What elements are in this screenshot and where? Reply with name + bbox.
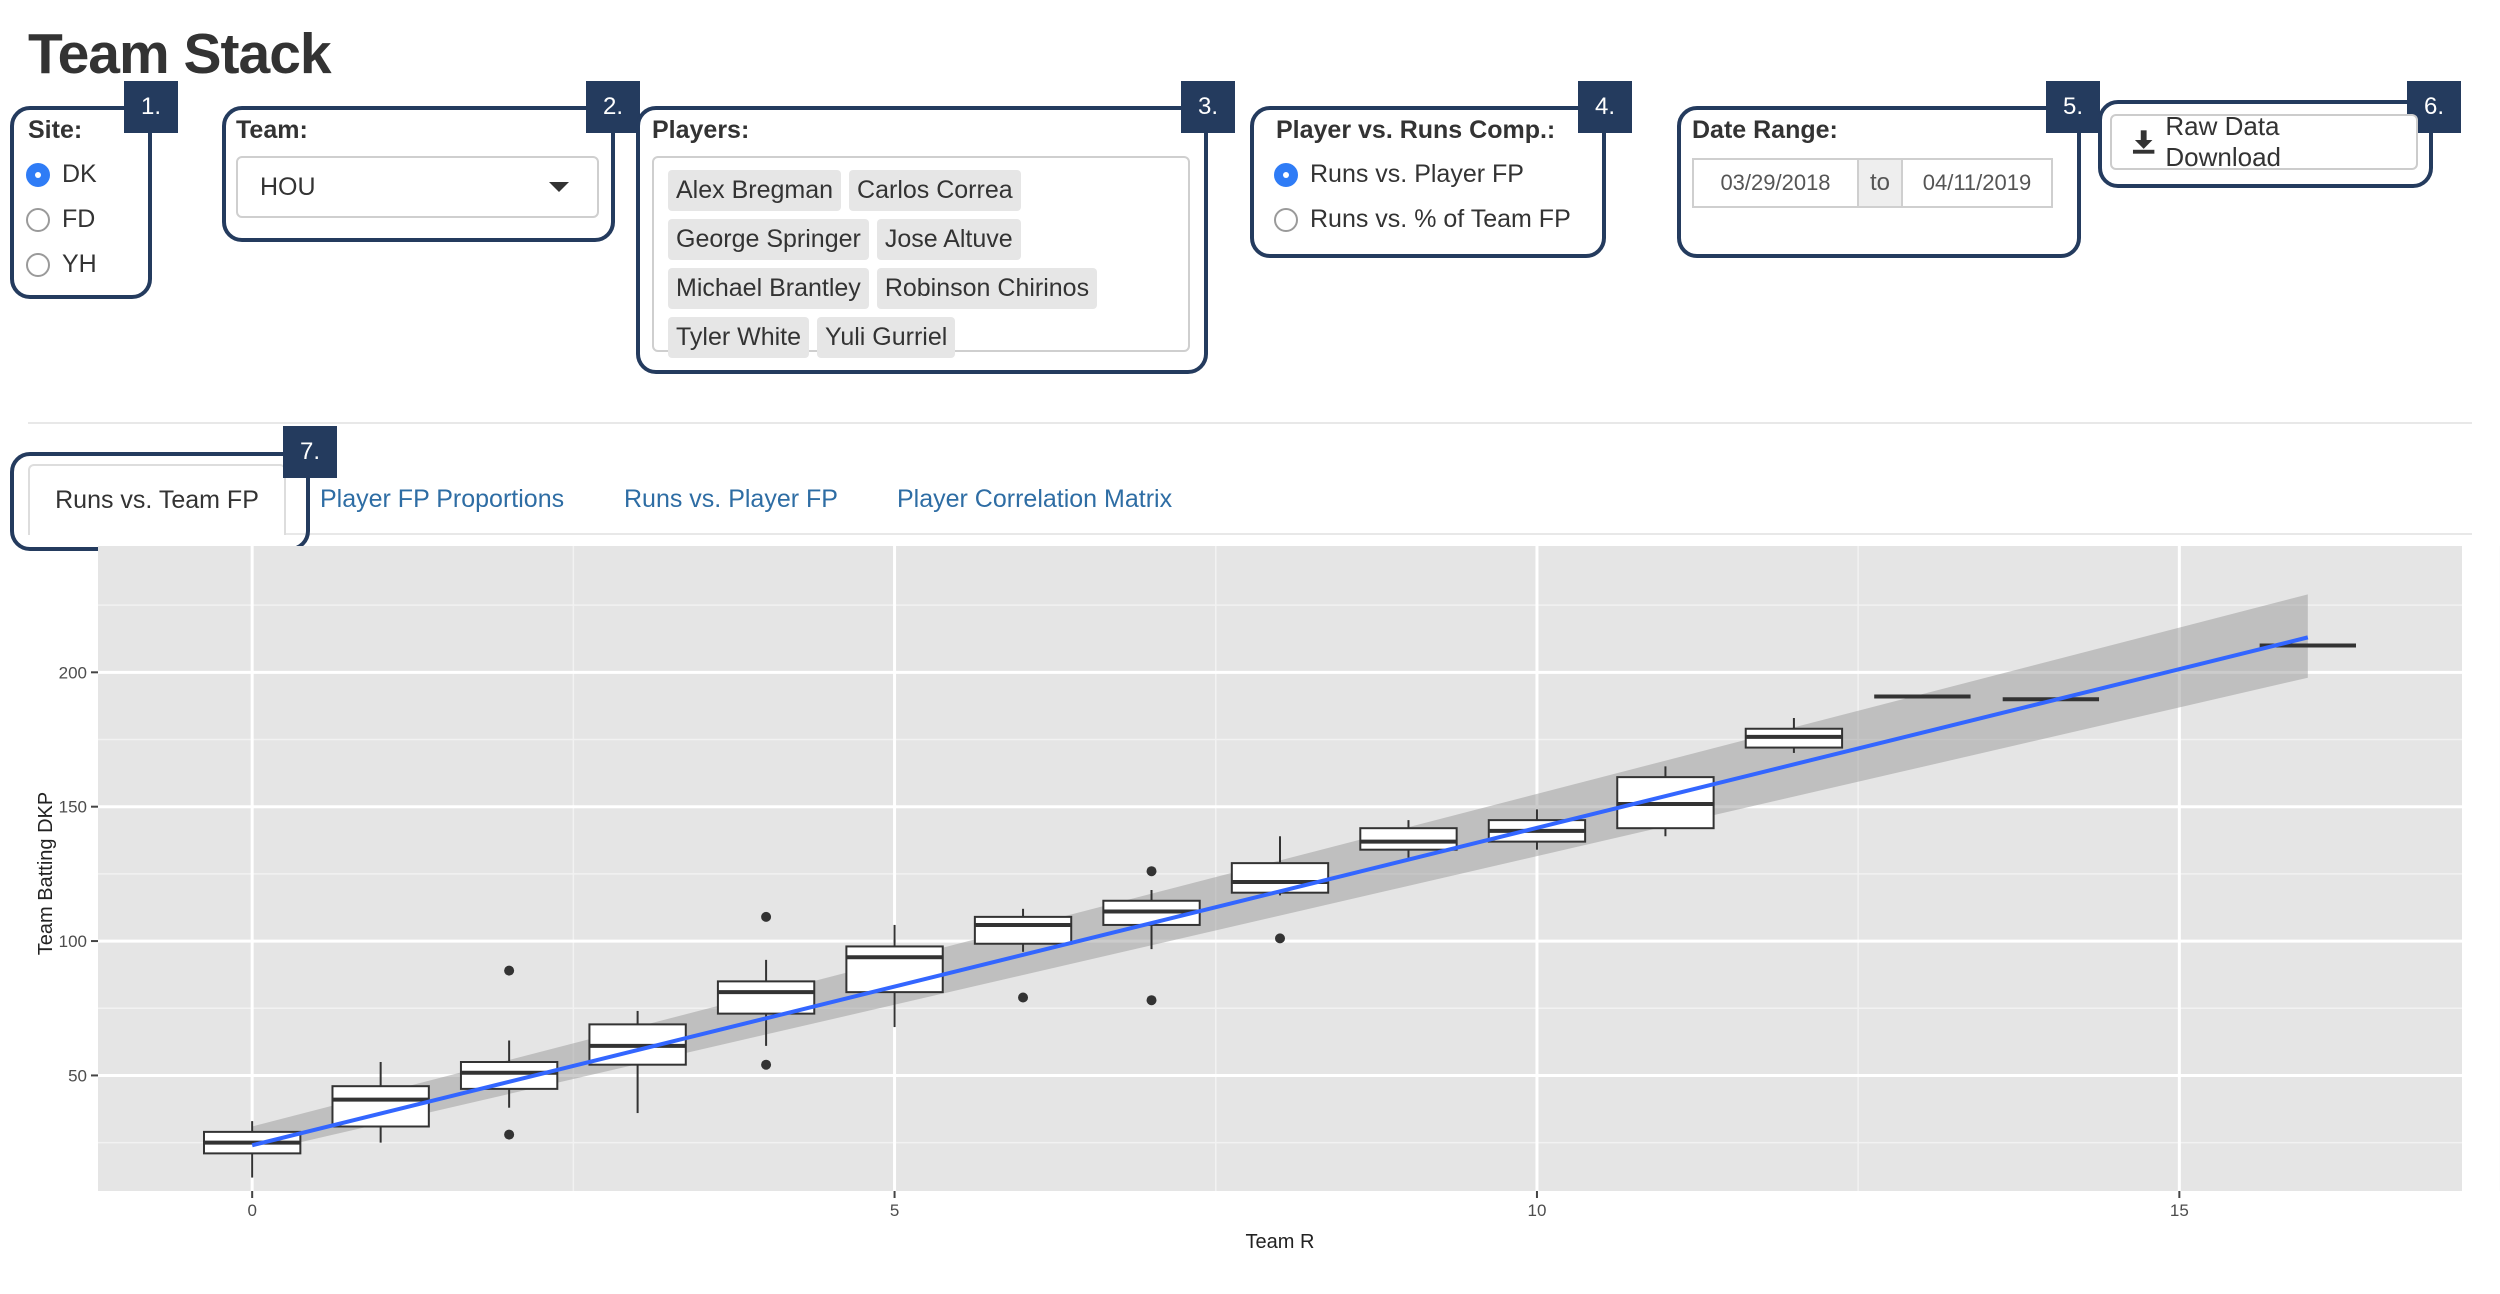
player-chip[interactable]: Jose Altuve xyxy=(876,219,1021,260)
date-end-input[interactable]: 04/11/2019 xyxy=(1901,158,2053,208)
team-select-value: HOU xyxy=(260,172,316,201)
badge-site: 1. xyxy=(124,81,178,133)
x-tick-label: 0 xyxy=(247,1201,256,1220)
outlier-point xyxy=(504,1129,515,1140)
site-option-label: FD xyxy=(62,205,96,233)
players-callout xyxy=(636,106,1208,374)
site-option-label: DK xyxy=(62,160,97,188)
comparison-radio-group: Runs vs. Player FP Runs vs. % of Team FP xyxy=(1274,152,1571,242)
y-tick-label: 200 xyxy=(59,663,87,682)
site-option-dk[interactable]: DK xyxy=(26,152,97,197)
site-callout xyxy=(10,106,152,299)
tab-runs-vs-team-fp[interactable]: Runs vs. Team FP xyxy=(28,464,286,535)
outlier-point xyxy=(1146,866,1157,877)
tab-bar-border xyxy=(28,533,2472,535)
comparison-callout xyxy=(1250,106,1606,258)
section-divider xyxy=(28,422,2472,424)
outlier-point xyxy=(761,911,772,922)
download-icon xyxy=(2132,130,2155,154)
y-tick-label: 50 xyxy=(68,1066,87,1085)
date-range-callout xyxy=(1677,106,2081,258)
player-chip[interactable]: Yuli Gurriel xyxy=(817,317,956,358)
raw-data-download-button[interactable]: Raw Data Download xyxy=(2110,111,2418,172)
team-select[interactable]: HOU xyxy=(236,156,599,218)
site-option-label: YH xyxy=(62,250,97,278)
radio-icon[interactable] xyxy=(26,207,50,232)
player-chip[interactable]: George Springer xyxy=(668,219,869,260)
player-chip[interactable]: Alex Bregman xyxy=(668,170,842,211)
download-callout xyxy=(2098,100,2433,188)
radio-icon[interactable] xyxy=(1274,207,1298,232)
tab-player-correlation-matrix[interactable]: Player Correlation Matrix xyxy=(897,485,1173,513)
y-tick-label: 100 xyxy=(59,932,87,951)
date-separator: to xyxy=(1859,158,1901,208)
runs-vs-team-fp-chart: 0 5 10 15 50 100 150 200 Team R Team Batting DKP xyxy=(35,546,2500,1253)
tab-callout xyxy=(10,452,310,551)
site-option-yh[interactable]: YH xyxy=(26,242,97,287)
comparison-option-player-fp[interactable]: Runs vs. Player FP xyxy=(1274,152,1571,197)
badge-team: 2. xyxy=(586,81,640,133)
x-tick-label: 5 xyxy=(890,1201,899,1220)
box xyxy=(1359,827,1458,851)
outlier-point xyxy=(504,965,515,976)
badge-tabs: 7. xyxy=(283,426,337,478)
x-tick-label: 15 xyxy=(2170,1201,2189,1220)
box xyxy=(1230,862,1330,894)
players-multiselect[interactable]: Alex Bregman Carlos Correa George Spring… xyxy=(652,156,1190,358)
fit-line xyxy=(251,635,2309,1148)
box xyxy=(716,980,816,1015)
badge-comparison: 4. xyxy=(1578,81,1632,133)
team-callout xyxy=(222,106,615,242)
download-label: Raw Data Download xyxy=(2165,111,2281,172)
y-axis-title: Team Batting DKP xyxy=(35,792,57,955)
y-tick-label: 150 xyxy=(59,798,87,817)
player-chip[interactable]: Robinson Chirinos xyxy=(876,268,1098,309)
player-chip[interactable]: Carlos Correa xyxy=(849,170,1021,211)
comparison-option-label: Runs vs. % of Team FP xyxy=(1310,205,1571,233)
players-label: Players: xyxy=(652,116,750,144)
outlier-point xyxy=(1275,933,1285,944)
radio-icon[interactable] xyxy=(26,252,50,277)
team-label: Team: xyxy=(236,116,308,144)
player-chip[interactable]: Michael Brantley xyxy=(668,268,869,309)
site-option-fd[interactable]: FD xyxy=(26,197,97,242)
radio-selected-icon[interactable] xyxy=(1274,162,1298,187)
caret-down-icon xyxy=(549,182,569,192)
outlier-point xyxy=(1146,995,1157,1006)
outlier-point xyxy=(1018,992,1029,1003)
date-range-label: Date Range: xyxy=(1692,116,1838,144)
comparison-option-label: Runs vs. Player FP xyxy=(1310,160,1524,188)
badge-players: 3. xyxy=(1181,81,1235,133)
player-chip[interactable]: Tyler White xyxy=(668,317,810,358)
site-label: Site: xyxy=(28,116,83,144)
x-axis-title: Team R xyxy=(1246,1231,1315,1253)
box xyxy=(845,945,944,994)
comparison-option-team-pct[interactable]: Runs vs. % of Team FP xyxy=(1274,197,1571,242)
tab-player-fp-proportions[interactable]: Player FP Proportions xyxy=(320,485,565,513)
badge-date-range: 5. xyxy=(2046,81,2100,133)
tab-runs-vs-player-fp[interactable]: Runs vs. Player FP xyxy=(624,485,838,513)
x-tick-label: 10 xyxy=(1527,1201,1546,1220)
radio-selected-icon[interactable] xyxy=(26,162,50,187)
comparison-label: Player vs. Runs Comp.: xyxy=(1276,116,1556,144)
box xyxy=(973,915,1073,945)
date-start-input[interactable]: 03/29/2018 xyxy=(1692,158,1859,208)
outlier-point xyxy=(761,1059,772,1070)
page-title: Team Stack xyxy=(28,22,332,86)
site-radio-group: DK FD YH xyxy=(26,152,97,287)
